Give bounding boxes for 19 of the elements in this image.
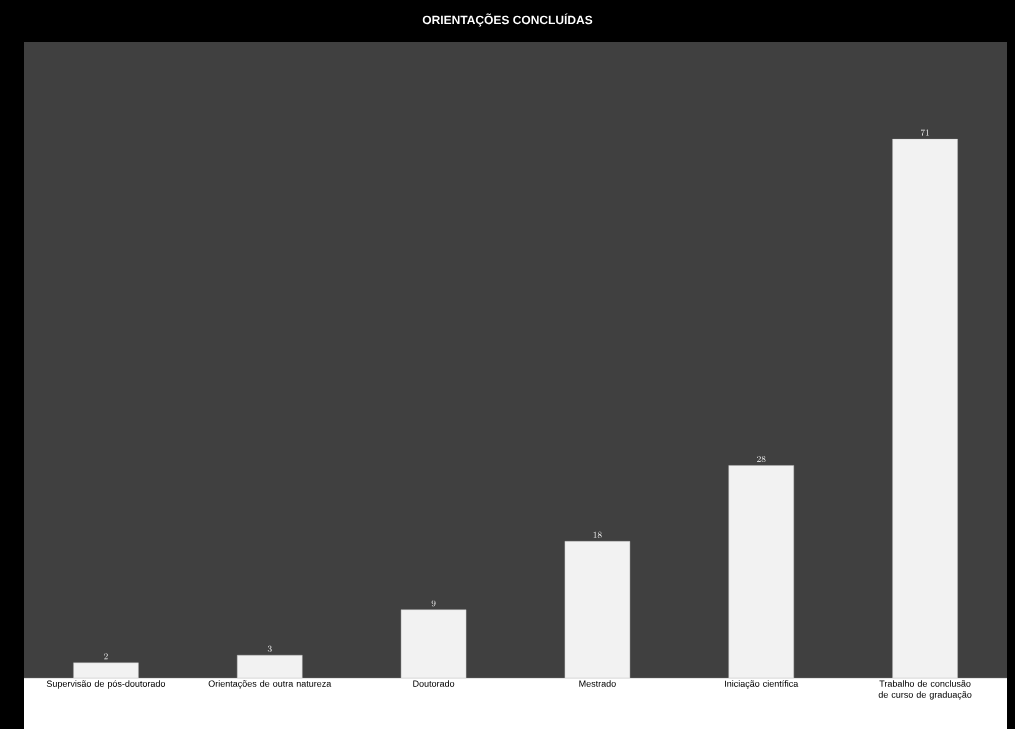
bar [892, 138, 958, 678]
bar [564, 541, 631, 678]
x-tick-label: Doutorado [413, 680, 455, 687]
x-tick-label: Iniciação científica [725, 680, 799, 689]
chart-title: ORIENTAÇÕES CONCLUÍDAS [422, 13, 593, 27]
bar [73, 662, 139, 678]
data-label: 18 [593, 531, 602, 539]
bar [400, 609, 467, 678]
bar [237, 655, 303, 678]
x-tick-label: Mestrado [579, 680, 616, 687]
data-label: 71 [920, 129, 929, 136]
bar [728, 465, 794, 678]
data-label: 3 [267, 645, 272, 652]
data-label: 2 [104, 653, 108, 660]
x-tick-label: Orientações de outra natureza [208, 680, 332, 689]
x-tick-label: Supervisão de pós-doutorado [46, 680, 166, 689]
data-label: 28 [757, 455, 766, 463]
x-tick-label: Trabalho de conclusão de curso de graduação [878, 680, 972, 700]
data-label: 9 [431, 600, 436, 607]
